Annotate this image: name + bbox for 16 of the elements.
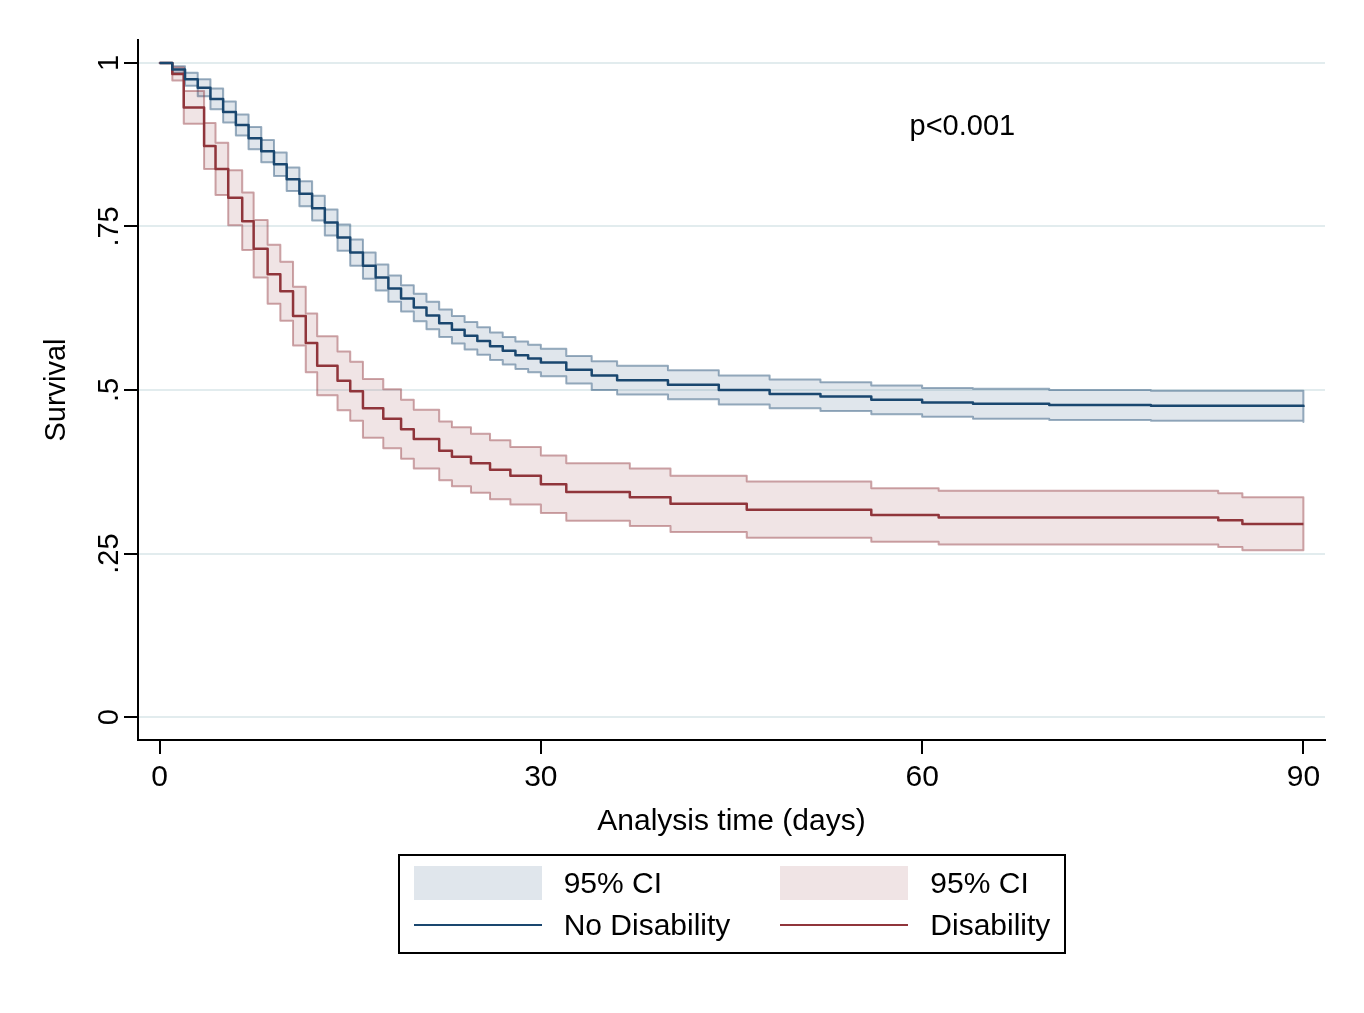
y-tick-label: 0 bbox=[92, 709, 124, 726]
legend-label: Disability bbox=[930, 908, 1051, 942]
y-tick-label: .75 bbox=[92, 206, 124, 247]
y-tick-label: .25 bbox=[92, 533, 124, 574]
annotation: p<0.001 bbox=[909, 108, 1016, 141]
y-tick-label: .5 bbox=[92, 377, 124, 403]
x-tick-label: 30 bbox=[524, 759, 558, 793]
y-axis-title: Survival bbox=[39, 338, 72, 442]
y-tick-label: 1 bbox=[92, 54, 124, 71]
x-tick-label: 90 bbox=[1286, 759, 1321, 793]
text: 95% CI bbox=[563, 866, 663, 900]
x-tick-label: 0 bbox=[151, 759, 168, 793]
x-axis-title: Analysis time (days) bbox=[597, 803, 866, 837]
text: 95% CI bbox=[930, 866, 1029, 900]
x-tick-label: 60 bbox=[905, 759, 939, 793]
legend-label: No Disability bbox=[563, 908, 731, 942]
